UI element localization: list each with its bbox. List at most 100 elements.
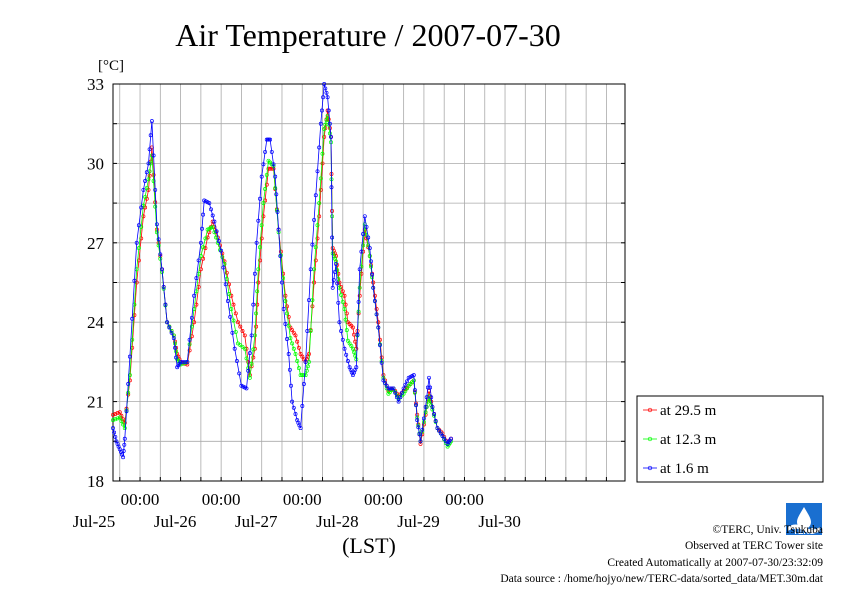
data-point bbox=[161, 284, 166, 289]
data-point bbox=[111, 426, 115, 431]
data-point bbox=[303, 359, 308, 364]
data-point bbox=[327, 131, 332, 136]
data-point bbox=[122, 436, 127, 441]
data-point bbox=[276, 227, 281, 232]
data-point bbox=[330, 285, 335, 290]
data-point bbox=[332, 269, 337, 274]
data-point bbox=[231, 302, 236, 307]
data-point bbox=[233, 329, 238, 334]
data-point bbox=[315, 169, 320, 174]
data-point bbox=[189, 324, 194, 329]
data-point bbox=[174, 355, 179, 360]
x-axis-label: (LST) bbox=[342, 533, 396, 558]
data-point bbox=[251, 302, 256, 307]
series-line bbox=[112, 115, 452, 448]
data-point bbox=[126, 382, 131, 386]
data-point bbox=[337, 320, 342, 325]
data-point bbox=[416, 425, 421, 430]
data-point bbox=[323, 86, 328, 91]
x-tick-label-date: Jul-30 bbox=[478, 512, 521, 531]
data-point bbox=[147, 147, 152, 152]
data-point bbox=[259, 236, 264, 241]
data-point bbox=[228, 314, 233, 319]
data-point bbox=[356, 299, 361, 304]
data-point bbox=[134, 240, 139, 245]
data-point bbox=[151, 153, 156, 158]
data-point bbox=[300, 404, 305, 408]
data-point bbox=[212, 219, 217, 224]
data-point bbox=[423, 410, 428, 415]
data-point bbox=[403, 389, 408, 393]
logo-text: TERC bbox=[793, 527, 815, 536]
data-point bbox=[428, 385, 433, 390]
data-point bbox=[418, 441, 423, 446]
data-point bbox=[283, 299, 288, 303]
data-point bbox=[273, 174, 278, 179]
data-point bbox=[256, 267, 261, 272]
data-point bbox=[361, 243, 366, 248]
data-point bbox=[440, 434, 445, 438]
data-point bbox=[423, 404, 428, 409]
data-point bbox=[291, 330, 296, 335]
data-point bbox=[258, 245, 262, 250]
data-point bbox=[127, 354, 132, 359]
data-point bbox=[369, 259, 373, 264]
data-point bbox=[339, 329, 344, 333]
data-point bbox=[233, 311, 238, 316]
data-point bbox=[331, 277, 336, 282]
data-point bbox=[336, 300, 341, 305]
data-point bbox=[113, 417, 118, 422]
data-point bbox=[121, 455, 126, 460]
data-point bbox=[384, 383, 389, 388]
data-point bbox=[210, 224, 215, 229]
data-point bbox=[293, 352, 298, 356]
data-point bbox=[249, 361, 254, 366]
credit-copyright: ©TERC, Univ. Tsukuba bbox=[713, 524, 823, 536]
data-point bbox=[296, 345, 301, 350]
data-point bbox=[259, 174, 264, 179]
data-point bbox=[403, 382, 408, 387]
data-point bbox=[143, 194, 148, 199]
data-point bbox=[312, 280, 317, 285]
data-point bbox=[381, 378, 386, 383]
data-point bbox=[187, 337, 192, 342]
data-point bbox=[115, 416, 120, 421]
chart-title: Air Temperature / 2007-07-30 bbox=[175, 17, 561, 53]
data-point bbox=[301, 373, 306, 378]
data-point bbox=[112, 430, 117, 435]
data-point bbox=[301, 382, 306, 386]
data-point bbox=[144, 170, 149, 175]
data-point bbox=[290, 328, 295, 333]
data-point bbox=[370, 272, 375, 277]
data-point bbox=[405, 379, 409, 384]
data-point bbox=[173, 345, 177, 350]
data-point bbox=[158, 252, 163, 257]
terc-logo: TERC bbox=[786, 503, 822, 536]
data-point bbox=[121, 422, 126, 427]
data-point bbox=[376, 325, 381, 330]
data-point bbox=[421, 416, 426, 421]
data-point bbox=[174, 349, 179, 354]
data-point bbox=[357, 267, 362, 272]
data-point bbox=[143, 179, 148, 183]
data-point bbox=[345, 359, 350, 363]
data-point bbox=[327, 121, 332, 126]
data-point bbox=[287, 367, 292, 372]
data-point bbox=[320, 108, 324, 113]
data-point bbox=[224, 270, 229, 275]
legend-swatch-marker bbox=[647, 436, 653, 442]
data-point bbox=[308, 267, 313, 272]
data-point bbox=[347, 341, 352, 346]
data-point bbox=[254, 240, 259, 245]
data-point bbox=[376, 320, 381, 325]
data-point bbox=[160, 267, 164, 272]
data-point bbox=[196, 258, 201, 263]
credit-observed: Observed at TERC Tower site bbox=[685, 540, 823, 552]
data-point bbox=[165, 320, 170, 325]
data-point bbox=[415, 418, 420, 423]
data-point bbox=[329, 185, 334, 190]
data-point bbox=[163, 302, 168, 307]
data-point bbox=[255, 289, 260, 294]
data-point bbox=[374, 307, 379, 311]
